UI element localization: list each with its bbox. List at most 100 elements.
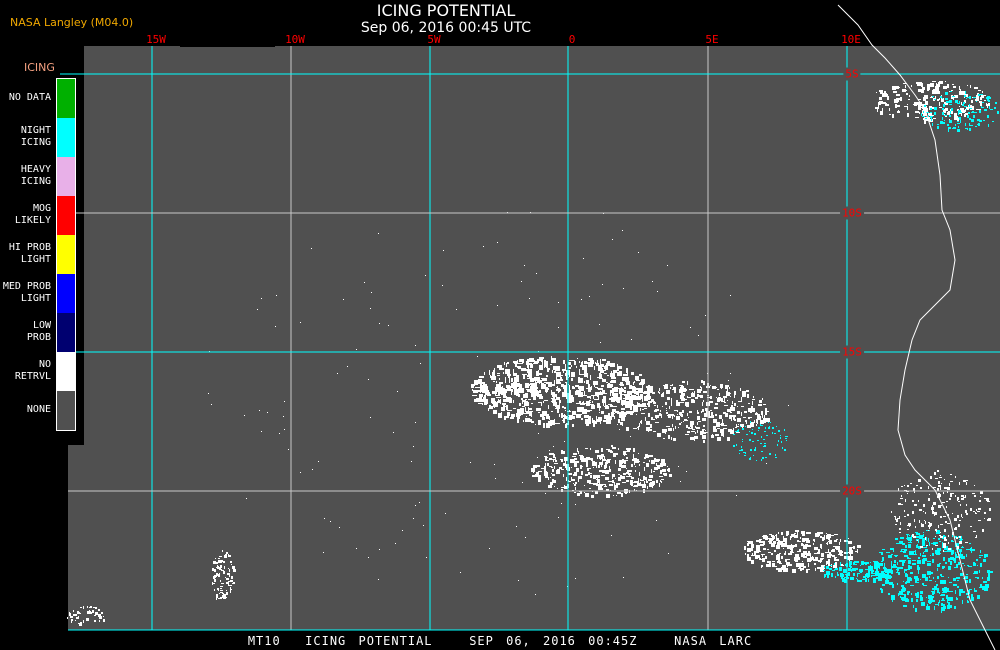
cloud-pixel — [527, 363, 532, 365]
cloud-pixel — [648, 431, 649, 432]
cloud-pixel — [995, 102, 997, 104]
cloud-pixel — [227, 573, 229, 574]
cloud-pixel — [664, 385, 668, 389]
cloud-pixel — [920, 546, 923, 548]
cloud-pixel — [638, 395, 639, 397]
cloud-pixel — [553, 454, 555, 456]
cloud-pixel — [526, 416, 527, 417]
cloud-pixel — [563, 418, 565, 423]
cloud-pixel — [223, 596, 226, 599]
cloud-pixel — [637, 396, 641, 400]
cloud-pixel — [850, 577, 854, 580]
cloud-pixel — [533, 465, 537, 468]
cloud-pixel — [962, 517, 963, 518]
cloud-pixel — [610, 405, 613, 407]
cloud-pixel — [950, 496, 952, 497]
cloud-pixel — [737, 406, 738, 407]
cloud-pixel — [663, 438, 665, 439]
cloud-pixel — [943, 122, 945, 124]
cloud-pixel — [473, 390, 476, 393]
cloud-pixel — [569, 360, 571, 361]
cloud-pixel — [687, 381, 688, 385]
cloud-pixel — [608, 383, 610, 386]
cloud-pixel — [792, 569, 796, 573]
chart-title: ICING POTENTIAL — [376, 1, 516, 20]
cloud-pixel — [741, 449, 743, 451]
cloud-pixel — [945, 92, 948, 95]
cloud-pixel — [651, 399, 654, 402]
cloud-pixel — [652, 392, 655, 394]
cloud-pixel — [610, 381, 613, 383]
cloud-pixel — [824, 566, 825, 568]
cloud-pixel — [561, 459, 563, 462]
cloud-pixel — [807, 553, 811, 556]
cloud-pixel — [569, 390, 571, 394]
cloud-pixel — [766, 435, 768, 436]
cloud-pixel — [677, 411, 678, 412]
cloud-pixel — [940, 524, 943, 525]
cloud-pixel — [920, 591, 923, 594]
cloud-pixel — [988, 124, 989, 127]
cloud-pixel — [585, 474, 588, 476]
cloud-pixel — [549, 450, 550, 451]
cloud-pixel — [965, 495, 966, 498]
cloud-pixel — [585, 371, 586, 372]
cloud-pixel — [643, 476, 645, 479]
cloud-pixel — [531, 421, 534, 423]
cloud-pixel — [963, 497, 966, 498]
cloud-pixel — [554, 380, 555, 385]
cloud-pixel — [855, 568, 858, 570]
lon-label: 5W — [427, 33, 441, 46]
cloud-pixel — [658, 391, 659, 393]
cloud-pixel — [821, 553, 824, 557]
cloud-pixel — [940, 536, 943, 538]
cloud-pixel — [388, 325, 389, 326]
cloud-pixel — [844, 577, 847, 578]
cloud-pixel — [907, 514, 909, 516]
cloud-pixel — [953, 584, 957, 586]
cloud-pixel — [733, 417, 735, 420]
cloud-pixel — [637, 427, 638, 428]
cloud-pixel — [853, 564, 857, 565]
cloud-pixel — [742, 428, 744, 430]
cloud-pixel — [936, 530, 940, 534]
cloud-pixel — [762, 554, 763, 557]
cloud-pixel — [932, 559, 934, 563]
cloud-pixel — [904, 485, 905, 486]
cloud-pixel — [834, 557, 836, 561]
cloud-pixel — [951, 541, 954, 542]
cloud-pixel — [886, 552, 890, 553]
cloud-pixel — [526, 361, 529, 365]
cloud-pixel — [925, 102, 927, 104]
cloud-pixel — [984, 518, 985, 519]
cloud-pixel — [987, 96, 990, 97]
cloud-pixel — [521, 399, 522, 400]
cloud-pixel — [966, 549, 970, 550]
cloud-pixel — [897, 518, 900, 519]
cloud-pixel — [548, 382, 552, 387]
cloud-pixel — [556, 376, 557, 381]
cloud-pixel — [895, 566, 897, 568]
cloud-pixel — [742, 391, 746, 394]
cloud-pixel — [98, 614, 101, 616]
cloud-pixel — [895, 517, 896, 520]
cloud-pixel — [940, 516, 942, 518]
cloud-pixel — [919, 112, 920, 114]
cloud-pixel — [775, 566, 777, 567]
cloud-pixel — [974, 588, 975, 591]
cloud-pixel — [480, 383, 485, 384]
cloud-pixel — [415, 422, 416, 423]
cloud-pixel — [584, 373, 588, 377]
cloud-pixel — [827, 556, 831, 558]
cloud-pixel — [572, 386, 574, 389]
cloud-pixel — [947, 601, 948, 603]
cloud-pixel — [588, 358, 593, 361]
cloud-pixel — [611, 412, 614, 417]
cloud-pixel — [928, 595, 932, 599]
cloud-pixel — [901, 495, 902, 497]
cloud-pixel — [959, 117, 961, 120]
cloud-pixel — [660, 470, 662, 474]
cloud-pixel — [974, 485, 975, 486]
cloud-pixel — [938, 525, 939, 528]
legend-swatch — [57, 157, 75, 196]
